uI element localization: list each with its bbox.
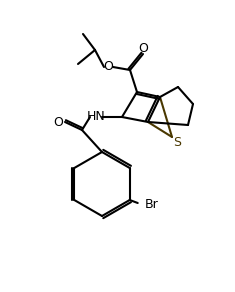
Text: Br: Br xyxy=(145,199,158,211)
Text: O: O xyxy=(103,60,113,74)
Text: HN: HN xyxy=(87,110,105,124)
Text: S: S xyxy=(173,135,181,149)
Text: O: O xyxy=(53,116,63,128)
Text: O: O xyxy=(138,43,148,55)
